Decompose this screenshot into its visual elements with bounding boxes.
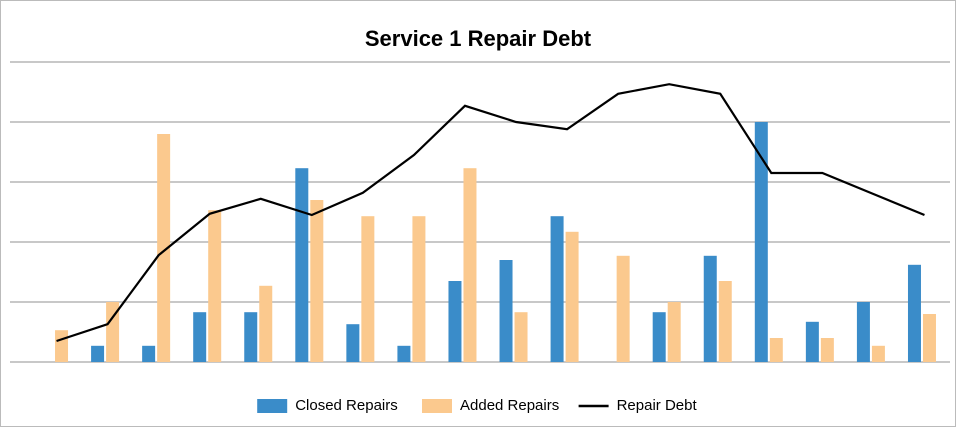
- bar: [346, 324, 360, 362]
- bar: [208, 210, 222, 362]
- bar: [193, 312, 207, 362]
- bar: [157, 134, 171, 362]
- bar: [412, 216, 426, 362]
- bar: [565, 231, 579, 362]
- bar: [499, 260, 513, 362]
- bar: [55, 330, 69, 362]
- legend-swatch: [422, 399, 452, 413]
- legend: Closed Repairs Added Repairs Repair Debt: [257, 397, 697, 414]
- chart-title: Service 1 Repair Debt: [365, 26, 592, 51]
- bar: [922, 314, 936, 362]
- bar: [820, 338, 834, 362]
- bar: [448, 281, 462, 362]
- bar: [244, 312, 258, 362]
- legend-label: Repair Debt: [617, 397, 698, 414]
- bar: [91, 345, 105, 362]
- bar: [106, 302, 120, 362]
- legend-label: Closed Repairs: [295, 397, 398, 414]
- bar: [397, 345, 411, 362]
- legend-swatch: [257, 399, 288, 413]
- bar: [463, 168, 477, 362]
- bar: [871, 345, 885, 362]
- bar: [805, 321, 819, 362]
- bar: [718, 281, 732, 362]
- bar: [514, 312, 528, 362]
- bar: [652, 312, 666, 362]
- bar: [754, 122, 768, 362]
- bar: [550, 216, 564, 362]
- bar: [667, 302, 681, 362]
- bar: [616, 255, 630, 362]
- bar: [703, 255, 717, 362]
- bar: [856, 302, 870, 362]
- bar: [907, 264, 921, 362]
- bar: [310, 200, 324, 362]
- bar: [769, 338, 783, 362]
- bar: [295, 168, 309, 362]
- line: [56, 83, 925, 343]
- legend-label: Added Repairs: [460, 397, 559, 414]
- bar: [142, 345, 156, 362]
- bar: [259, 285, 273, 362]
- bar: [361, 216, 375, 362]
